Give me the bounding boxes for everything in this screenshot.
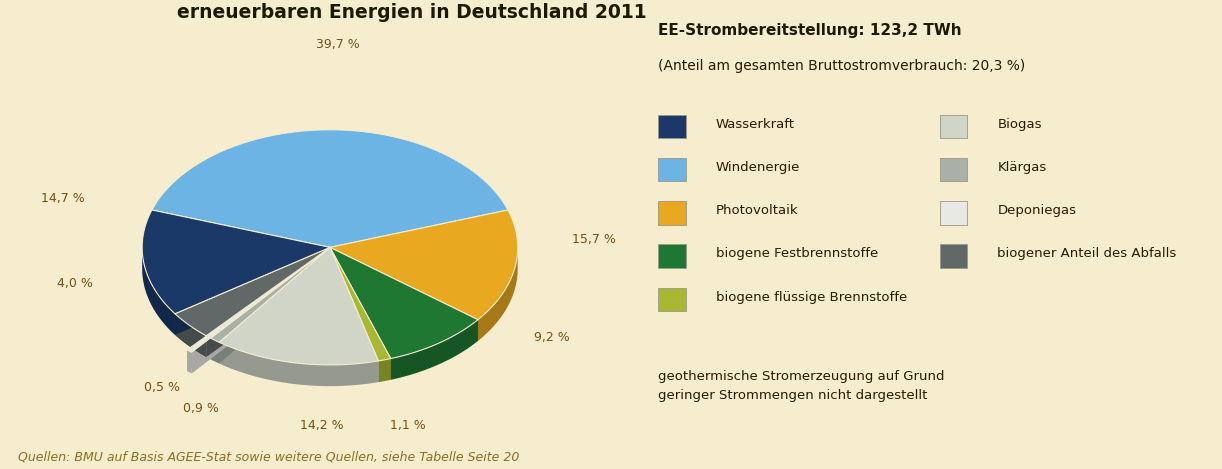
Bar [659, 158, 686, 182]
Polygon shape [379, 359, 391, 382]
Polygon shape [142, 210, 330, 314]
Text: Struktur der Strombereitstellung aus
erneuerbaren Energien in Deutschland 2011: Struktur der Strombereitstellung aus ern… [177, 0, 646, 22]
Polygon shape [187, 261, 310, 371]
Text: Deponiegas: Deponiegas [997, 204, 1077, 217]
Text: Photovoltaik: Photovoltaik [716, 204, 798, 217]
Text: geothermische Stromerzeugung auf Grund
geringer Strommengen nicht dargestellt: geothermische Stromerzeugung auf Grund g… [659, 370, 945, 401]
Text: Quellen: BMU auf Basis AGEE-Stat sowie weitere Quellen, siehe Tabelle Seite 20: Quellen: BMU auf Basis AGEE-Stat sowie w… [18, 451, 519, 463]
Text: biogene Festbrennstoffe: biogene Festbrennstoffe [716, 247, 879, 260]
Text: biogene flüssige Brennstoffe: biogene flüssige Brennstoffe [716, 291, 907, 303]
Polygon shape [192, 261, 310, 373]
Polygon shape [187, 261, 310, 352]
Polygon shape [330, 247, 478, 341]
Polygon shape [219, 247, 379, 365]
Text: 0,9 %: 0,9 % [183, 402, 219, 416]
Polygon shape [478, 250, 518, 341]
Polygon shape [219, 247, 330, 363]
Polygon shape [391, 320, 478, 380]
Polygon shape [207, 247, 330, 357]
Polygon shape [330, 247, 391, 361]
Polygon shape [175, 314, 207, 357]
Polygon shape [330, 247, 391, 380]
Text: EE-Strombereitstellung: 123,2 TWh: EE-Strombereitstellung: 123,2 TWh [659, 23, 962, 38]
Bar [940, 115, 968, 138]
Text: biogener Anteil des Abfalls: biogener Anteil des Abfalls [997, 247, 1177, 260]
Text: 39,7 %: 39,7 % [316, 38, 360, 52]
Polygon shape [330, 247, 478, 341]
Text: 0,5 %: 0,5 % [144, 381, 180, 394]
Polygon shape [210, 338, 219, 363]
Bar [940, 244, 968, 268]
Text: 1,1 %: 1,1 % [391, 419, 426, 432]
Text: Klärgas: Klärgas [997, 161, 1046, 174]
Bar [659, 244, 686, 268]
Polygon shape [142, 249, 175, 335]
Text: 14,2 %: 14,2 % [299, 419, 343, 432]
Text: 14,7 %: 14,7 % [42, 192, 86, 205]
Text: 15,7 %: 15,7 % [572, 233, 616, 246]
Polygon shape [210, 247, 330, 359]
Polygon shape [175, 247, 330, 335]
Polygon shape [219, 247, 330, 363]
Bar [940, 201, 968, 225]
Bar [659, 287, 686, 311]
Text: Windenergie: Windenergie [716, 161, 800, 174]
Bar [940, 158, 968, 182]
Polygon shape [219, 342, 379, 386]
Text: Biogas: Biogas [997, 118, 1042, 131]
Polygon shape [330, 247, 379, 382]
Bar [659, 201, 686, 225]
Text: (Anteil am gesamten Bruttostromverbrauch: 20,3 %): (Anteil am gesamten Bruttostromverbrauch… [659, 59, 1025, 73]
Polygon shape [175, 247, 330, 335]
Text: Wasserkraft: Wasserkraft [716, 118, 794, 131]
Polygon shape [330, 247, 379, 382]
Polygon shape [330, 210, 518, 320]
Text: 4,0 %: 4,0 % [57, 277, 93, 290]
Polygon shape [175, 247, 330, 336]
Bar [659, 115, 686, 138]
Polygon shape [187, 350, 192, 373]
Text: 9,2 %: 9,2 % [534, 331, 569, 344]
Polygon shape [330, 247, 391, 380]
Polygon shape [152, 130, 508, 247]
Polygon shape [330, 247, 478, 359]
Polygon shape [210, 247, 330, 342]
